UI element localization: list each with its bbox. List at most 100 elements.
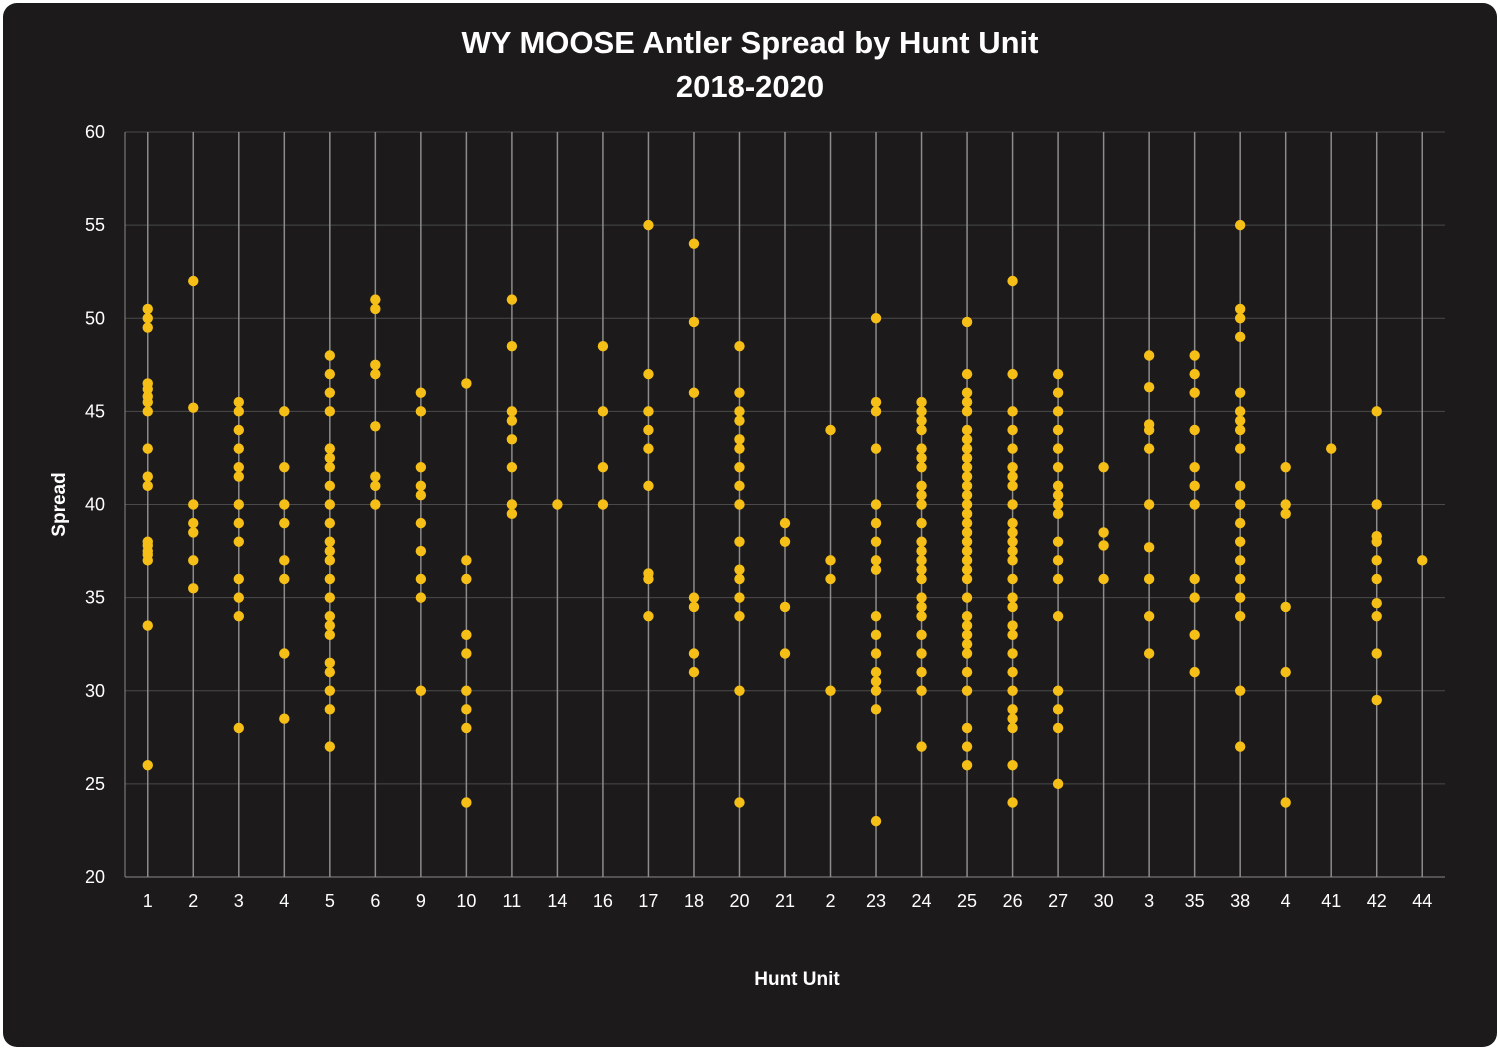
data-point [415, 573, 427, 585]
data-point [1280, 508, 1291, 520]
data-point [142, 760, 153, 771]
data-point [461, 629, 472, 641]
data-point [1052, 722, 1064, 734]
data-point [324, 406, 336, 417]
data-point [1007, 424, 1018, 436]
data-point [370, 471, 381, 482]
data-point [643, 406, 654, 417]
data-point [233, 611, 244, 622]
data-point [734, 387, 745, 398]
data-point [1052, 704, 1064, 715]
x-tick-label: 16 [593, 891, 613, 911]
data-point [961, 434, 973, 445]
x-tick-label: 2 [826, 891, 836, 911]
chart-title: WY MOOSE Antler Spread by Hunt Unit [461, 25, 1039, 60]
data-point [324, 620, 336, 631]
data-point [324, 685, 336, 696]
data-point [1371, 694, 1382, 706]
x-tick-label: 20 [729, 891, 749, 911]
y-tick-label: 60 [85, 122, 105, 142]
data-point [870, 815, 882, 827]
data-point [597, 462, 609, 473]
data-point [916, 424, 927, 436]
x-tick-label: 30 [1094, 891, 1114, 911]
y-tick-label: 25 [85, 774, 105, 794]
data-point [188, 402, 199, 413]
data-point [1234, 499, 1246, 510]
data-point [961, 722, 973, 734]
data-point [916, 741, 927, 752]
data-point [961, 629, 973, 641]
data-point [324, 611, 336, 622]
y-axis-title: Spread [49, 472, 70, 536]
data-point [1234, 480, 1246, 492]
data-point [734, 685, 745, 696]
data-point [916, 489, 927, 501]
data-point [233, 396, 244, 408]
data-point [188, 555, 199, 566]
data-point [415, 517, 427, 529]
data-point [870, 685, 882, 696]
data-point [825, 424, 836, 436]
x-tick-label: 35 [1185, 891, 1205, 911]
data-point [1417, 555, 1428, 566]
data-point [961, 592, 973, 603]
data-point [279, 713, 290, 724]
data-point [1007, 620, 1018, 631]
data-point [1007, 527, 1018, 538]
data-point [1234, 424, 1246, 436]
data-point [461, 573, 472, 585]
data-point [961, 452, 973, 464]
data-point [188, 583, 199, 594]
data-point [916, 573, 927, 585]
data-point [825, 573, 836, 585]
data-point [1007, 797, 1018, 808]
data-point [870, 648, 882, 659]
data-point [1007, 406, 1018, 417]
data-point [1007, 629, 1018, 641]
data-point [870, 555, 882, 566]
data-point [870, 704, 882, 715]
data-point [324, 573, 336, 585]
data-point [324, 536, 336, 547]
data-point [643, 368, 654, 380]
data-point [415, 480, 427, 492]
data-point [1098, 573, 1109, 585]
data-point [1371, 573, 1382, 585]
data-point [961, 564, 973, 575]
data-point [961, 517, 973, 529]
x-tick-label: 3 [234, 891, 244, 911]
data-point [233, 443, 244, 454]
data-point [1280, 666, 1291, 678]
data-point [916, 415, 927, 426]
data-point [324, 462, 336, 473]
x-tick-label: 44 [1412, 891, 1432, 911]
data-point [142, 378, 153, 389]
data-point [1234, 611, 1246, 622]
data-point [279, 517, 290, 529]
data-point [1280, 601, 1291, 613]
data-point [461, 685, 472, 696]
data-point [1007, 545, 1018, 557]
data-point [324, 499, 336, 510]
data-point [324, 629, 336, 641]
data-point [961, 316, 973, 328]
data-point [961, 620, 973, 631]
data-point [916, 499, 927, 510]
data-point [506, 415, 518, 426]
data-point [415, 462, 427, 473]
data-point [1189, 629, 1200, 641]
data-point [1052, 489, 1064, 501]
data-point [870, 676, 882, 687]
data-point [142, 536, 153, 547]
data-point [1052, 424, 1064, 436]
data-point [870, 564, 882, 575]
data-point [142, 391, 153, 402]
data-point [961, 489, 973, 501]
x-tick-label: 17 [638, 891, 658, 911]
data-point [324, 555, 336, 566]
data-point [233, 517, 244, 529]
data-point [961, 638, 973, 650]
data-point [279, 462, 290, 473]
